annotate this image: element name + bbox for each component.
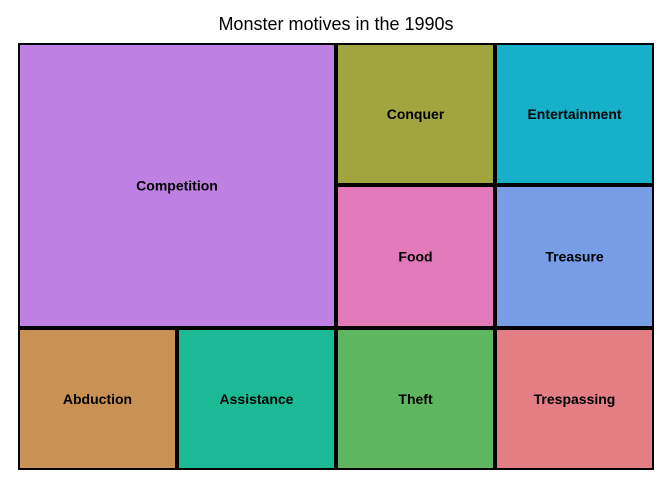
tile-label-treasure: Treasure bbox=[545, 249, 604, 265]
chart-title: Monster motives in the 1990s bbox=[218, 14, 454, 34]
tile-trespassing: Trespassing bbox=[495, 328, 654, 470]
tile-label-trespassing: Trespassing bbox=[534, 391, 616, 407]
tile-rect-food bbox=[336, 185, 495, 328]
tile-rect-treasure bbox=[495, 185, 654, 328]
tile-label-theft: Theft bbox=[398, 391, 433, 407]
tile-label-assistance: Assistance bbox=[220, 391, 294, 407]
tile-rect-conquer bbox=[336, 43, 495, 185]
tile-label-conquer: Conquer bbox=[387, 106, 445, 122]
tile-rect-abduction bbox=[18, 328, 177, 470]
tile-rect-competition bbox=[18, 43, 336, 328]
tile-label-entertainment: Entertainment bbox=[527, 106, 621, 122]
tile-label-abduction: Abduction bbox=[63, 391, 132, 407]
tile-rect-assistance bbox=[177, 328, 336, 470]
tile-conquer: Conquer bbox=[336, 43, 495, 185]
tile-label-competition: Competition bbox=[136, 178, 218, 194]
tile-rect-entertainment bbox=[495, 43, 654, 185]
tile-theft: Theft bbox=[336, 328, 495, 470]
tile-rect-trespassing bbox=[495, 328, 654, 470]
tile-treasure: Treasure bbox=[495, 185, 654, 328]
tile-label-food: Food bbox=[398, 249, 432, 265]
tile-rect-theft bbox=[336, 328, 495, 470]
tile-food: Food bbox=[336, 185, 495, 328]
tile-competition: Competition bbox=[18, 43, 336, 328]
treemap-svg: Competition Conquer Entertainment Food Treas… bbox=[18, 43, 654, 470]
treemap-plot: Competition Conquer Entertainment Food Treas… bbox=[18, 43, 654, 470]
tile-entertainment: Entertainment bbox=[495, 43, 654, 185]
tile-assistance: Assistance bbox=[177, 328, 336, 470]
tile-abduction: Abduction bbox=[18, 328, 177, 470]
